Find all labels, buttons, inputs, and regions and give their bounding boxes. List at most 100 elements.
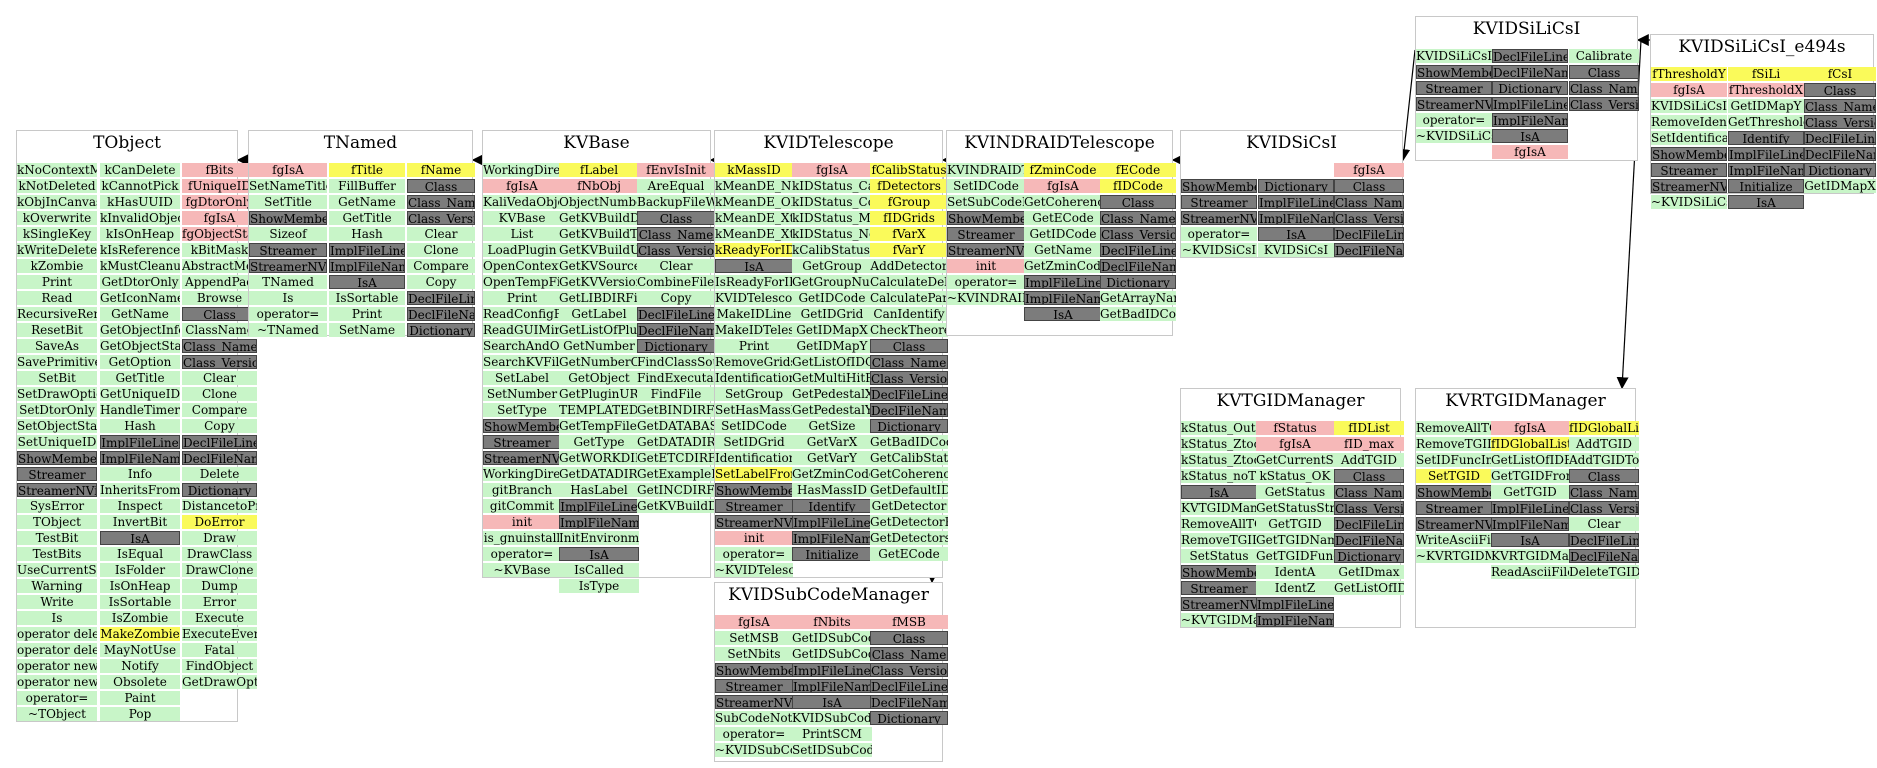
member-entry: ReadAsciiFile — [1491, 565, 1569, 579]
member-entry: BackupFileWithDate — [637, 195, 715, 209]
class-title: KVTGIDManager — [1216, 391, 1365, 411]
member-entry: Class_Version — [1334, 501, 1404, 515]
member-entry: Class_Name — [1334, 485, 1404, 499]
member-entry: fCsI — [1804, 67, 1876, 81]
class-box-kvrtgidmanager: KVRTGIDManager RemoveAllTGID RemoveTGID Set… — [1415, 388, 1639, 628]
member-column: fCsI Class Class_Name Class_Version DeclFile… — [1804, 67, 1876, 195]
member-entry: FindObject — [182, 659, 257, 673]
member-entry: GetLIBDIRFilePath — [559, 291, 639, 305]
member-entry: StreamerNVirtual — [1416, 97, 1492, 111]
member-entry: fZminCode — [1024, 163, 1102, 177]
member-entry: Dictionary — [1258, 179, 1334, 193]
member-entry: ~KVRTGIDManager — [1416, 549, 1492, 563]
member-entry: DeleteTGID — [1569, 565, 1639, 579]
member-entry: fgDtorOnly — [182, 195, 257, 209]
member-entry: fgIsA — [182, 211, 257, 225]
member-entry: DeclFileName — [1804, 147, 1876, 161]
member-entry: HasMassID — [792, 483, 872, 497]
member-entry: Dictionary — [637, 339, 715, 353]
member-entry: DeclFileLine — [1334, 227, 1404, 241]
member-entry: SetGroup — [715, 387, 793, 401]
member-entry: DeclFileLine — [870, 679, 948, 693]
member-entry: GetBadIDCode — [1100, 307, 1176, 321]
member-entry: DeclFileName — [407, 307, 475, 321]
class-title: KVIDSiCsI — [1246, 133, 1337, 153]
member-entry: KVIDSiCsI — [1258, 243, 1334, 257]
member-entry: GetListOfPlugins — [559, 323, 639, 337]
class-title: KVRTGIDManager — [1445, 391, 1606, 411]
member-entry: operator= — [1416, 113, 1492, 127]
member-entry: kObjInCanvas — [17, 195, 97, 209]
member-entry: Class_Version — [1569, 501, 1639, 515]
member-column: fEnvIsInit AreEqual BackupFileWithDate Clas… — [637, 163, 715, 515]
class-box-kvidsubcodemanager: KVIDSubCodeManager fgIsA SetMSB SetNbits Sho… — [714, 582, 948, 762]
member-entry: kMeanDE_NoIdentification — [715, 179, 793, 193]
member-entry: init — [715, 531, 793, 545]
member-entry: fGroup — [870, 195, 948, 209]
member-entry: GetType — [559, 435, 639, 449]
member-column: KVINDRAIDTelescope SetIDCode SetSubCodeMan… — [947, 163, 1025, 307]
member-entry: Browse — [182, 291, 257, 305]
class-title: KVIDSiLiCsI_e494s — [1678, 37, 1846, 57]
member-entry: Dictionary — [182, 483, 257, 497]
member-entry: SetLabel — [483, 371, 561, 385]
member-entry: Write — [17, 595, 97, 609]
member-entry: SetMSB — [715, 631, 793, 645]
member-entry: GetKVBuildDir — [559, 211, 639, 225]
member-entry: ImplFileLine — [1491, 501, 1569, 515]
member-entry: GetPedestalY — [792, 403, 872, 417]
member-entry: GetIDCode — [1024, 227, 1102, 241]
member-entry: StreamerNVirtual — [17, 483, 97, 497]
member-entry: IsEqual — [100, 547, 180, 561]
member-entry: GetBadIDCode — [870, 435, 948, 449]
member-entry: AreEqual — [637, 179, 715, 193]
member-entry: Copy — [407, 275, 475, 289]
member-entry: GetTGIDFunctional — [1256, 549, 1334, 563]
member-entry: GetDetector — [870, 499, 948, 513]
member-entry: kCannotPick — [100, 179, 180, 193]
member-entry: RecursiveRemove — [17, 307, 97, 321]
member-entry: Class_Name — [182, 339, 257, 353]
member-entry: Print — [17, 275, 97, 289]
member-entry: KVBase — [483, 211, 561, 225]
member-entry: Class_Version — [1334, 211, 1404, 225]
member-entry: kIsReferenced — [100, 243, 180, 257]
member-entry: kIDStatus_MultiHit — [792, 211, 872, 225]
member-entry: Identify — [792, 499, 872, 513]
member-entry: fIDList — [1334, 421, 1404, 435]
member-entry: ShowMembers — [249, 211, 327, 225]
member-entry: Streamer — [1181, 195, 1257, 209]
member-entry: GetKVVersion — [559, 275, 639, 289]
member-entry: SaveAs — [17, 339, 97, 353]
member-entry: kMeanDE_XtooLarge — [715, 211, 793, 225]
member-entry: SetType — [483, 403, 561, 417]
member-entry: IsA — [1492, 129, 1568, 143]
member-entry: IsA — [329, 275, 405, 289]
member-entry: GetZminCode — [1024, 259, 1102, 273]
member-entry: LoadPlugin — [483, 243, 561, 257]
member-entry: kHasUUID — [100, 195, 180, 209]
member-entry: GetTGID — [1491, 485, 1569, 499]
member-entry: GetIDMapX — [792, 323, 872, 337]
member-entry: kMassID — [715, 163, 793, 177]
member-entry: GetDrawOption — [182, 675, 257, 689]
member-entry: fStatus — [1256, 421, 1334, 435]
member-entry: fIDGlobalList — [1569, 421, 1639, 435]
member-entry: init — [483, 515, 561, 529]
member-entry: IsCalled — [559, 563, 639, 577]
member-entry: GetETCDIRFilePath — [637, 451, 715, 465]
member-entry: kStatus_noTGID — [1181, 469, 1257, 483]
member-entry: TestBit — [17, 531, 97, 545]
member-entry: IsA — [559, 547, 639, 561]
member-entry: ~KVIDSubCodeManager — [715, 743, 793, 757]
member-entry: SetStatus — [1181, 549, 1257, 563]
member-entry: Class_Version — [637, 243, 715, 257]
member-entry: kNotDeleted — [17, 179, 97, 193]
member-column: fBits fUniqueID fgDtorOnly fgIsA fgObjectSta… — [182, 163, 257, 691]
member-entry: Inspect — [100, 499, 180, 513]
member-entry: GetECode — [870, 547, 948, 561]
member-entry: GetNumber — [559, 339, 639, 353]
member-column: fgIsA fIDGlobalList GetListOfIDFunctions Ge… — [1491, 421, 1569, 581]
class-box-kvidsilicsi-e494s: KVIDSiLiCsI_e494s fThresholdY fgIsA KVIDSiL… — [1650, 34, 1876, 209]
member-entry: GetObjectInfo — [100, 323, 180, 337]
